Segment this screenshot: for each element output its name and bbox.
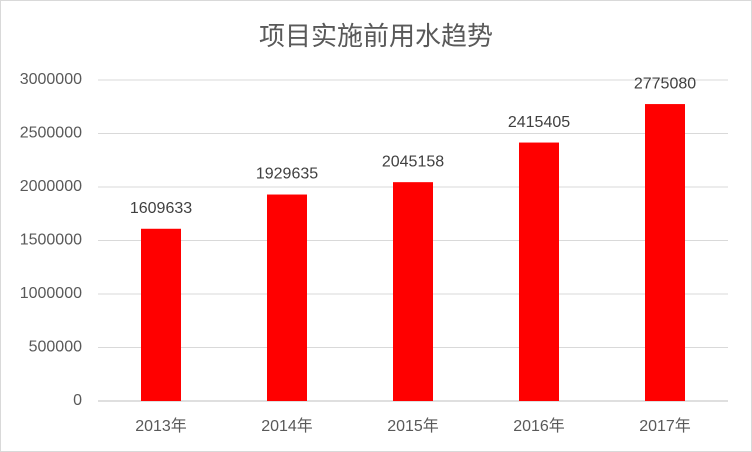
y-tick-label: 1000000: [20, 285, 82, 302]
y-tick-label: 2500000: [20, 125, 82, 142]
x-tick-label: 2014年: [261, 417, 313, 435]
bar: [645, 104, 685, 401]
x-tick-label: 2013年: [135, 417, 187, 435]
y-tick-label: 0: [73, 392, 82, 409]
bar: [393, 182, 433, 401]
x-tick-label: 2017年: [639, 417, 691, 435]
x-tick-label: 2015年: [387, 417, 439, 435]
bar: [141, 228, 181, 401]
chart-title: 项目实施前用水趋势: [259, 21, 493, 51]
data-label: 2775080: [634, 75, 696, 92]
x-tick-label: 2016年: [513, 417, 565, 435]
y-tick-label: 1500000: [20, 232, 82, 249]
data-label: 2045158: [382, 153, 444, 170]
data-label: 1609633: [130, 200, 192, 217]
y-tick-label: 3000000: [20, 71, 82, 88]
data-label: 2415405: [508, 114, 570, 131]
bar: [267, 194, 307, 401]
bar: [519, 142, 559, 401]
data-label: 1929635: [256, 166, 318, 183]
y-tick-label: 500000: [29, 339, 82, 356]
y-tick-label: 2000000: [20, 178, 82, 195]
